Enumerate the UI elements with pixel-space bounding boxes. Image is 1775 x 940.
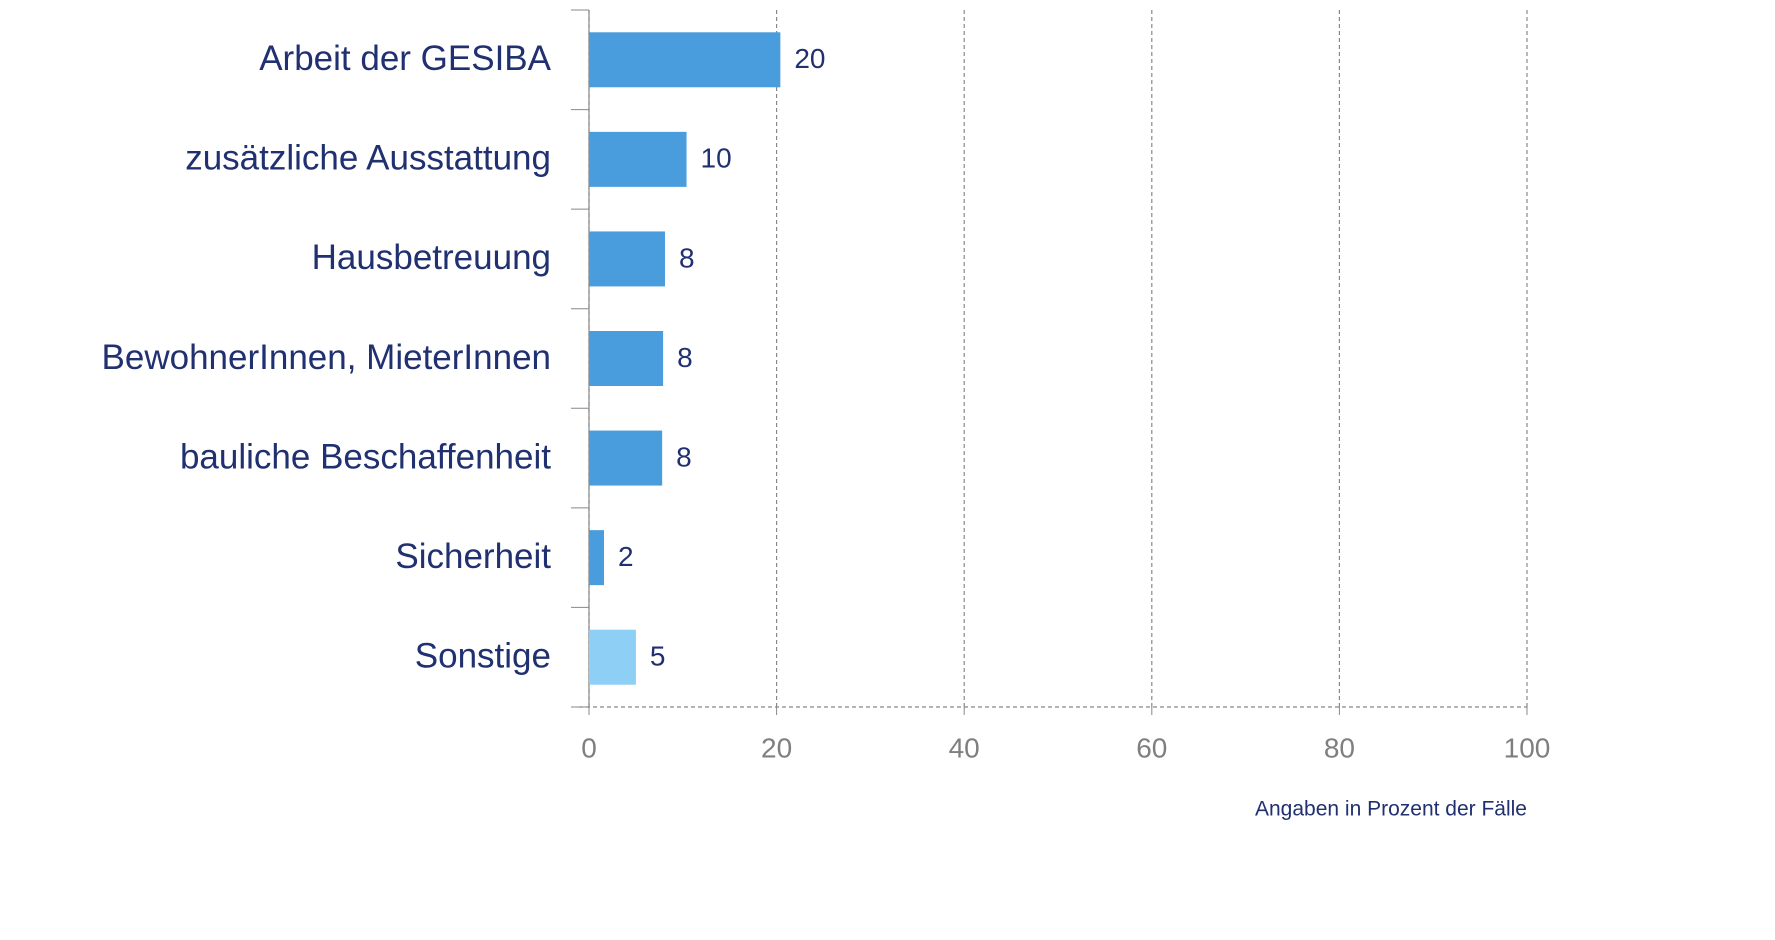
value-label: 20 — [794, 43, 825, 74]
note: Angaben in Prozent der Fälle — [1255, 798, 1527, 821]
x-tick-label: 0 — [581, 732, 597, 763]
value-label: 5 — [650, 641, 666, 672]
bar — [589, 331, 664, 386]
bar — [589, 629, 636, 685]
x-tick-label: 80 — [1324, 732, 1355, 763]
y-tick-label: Sicherheit — [395, 537, 551, 576]
value-label: 8 — [676, 441, 692, 472]
value-label: 8 — [679, 242, 695, 273]
bar — [589, 32, 781, 88]
y-tick-label: bauliche Beschaffenheit — [180, 437, 551, 476]
value-label: 10 — [701, 143, 732, 174]
x-tick-label: 60 — [1136, 732, 1167, 763]
y-tick-label: zusätzliche Ausstattung — [185, 139, 551, 178]
y-tick-label: Arbeit der GESIBA — [259, 39, 551, 78]
value-label: 2 — [618, 541, 634, 572]
x-tick-label: 20 — [761, 732, 792, 763]
bar — [589, 231, 665, 287]
bar — [589, 131, 687, 187]
y-tick-label: BewohnerInnen, MieterInnen — [102, 338, 551, 377]
bar — [589, 430, 663, 486]
bar — [589, 530, 605, 586]
y-tick-label: Hausbetreuung — [312, 238, 551, 277]
x-tick-label: 40 — [949, 732, 980, 763]
y-tick-label: Sonstige — [415, 636, 551, 675]
value-label: 8 — [677, 342, 693, 373]
x-tick-label: 100 — [1504, 732, 1551, 763]
